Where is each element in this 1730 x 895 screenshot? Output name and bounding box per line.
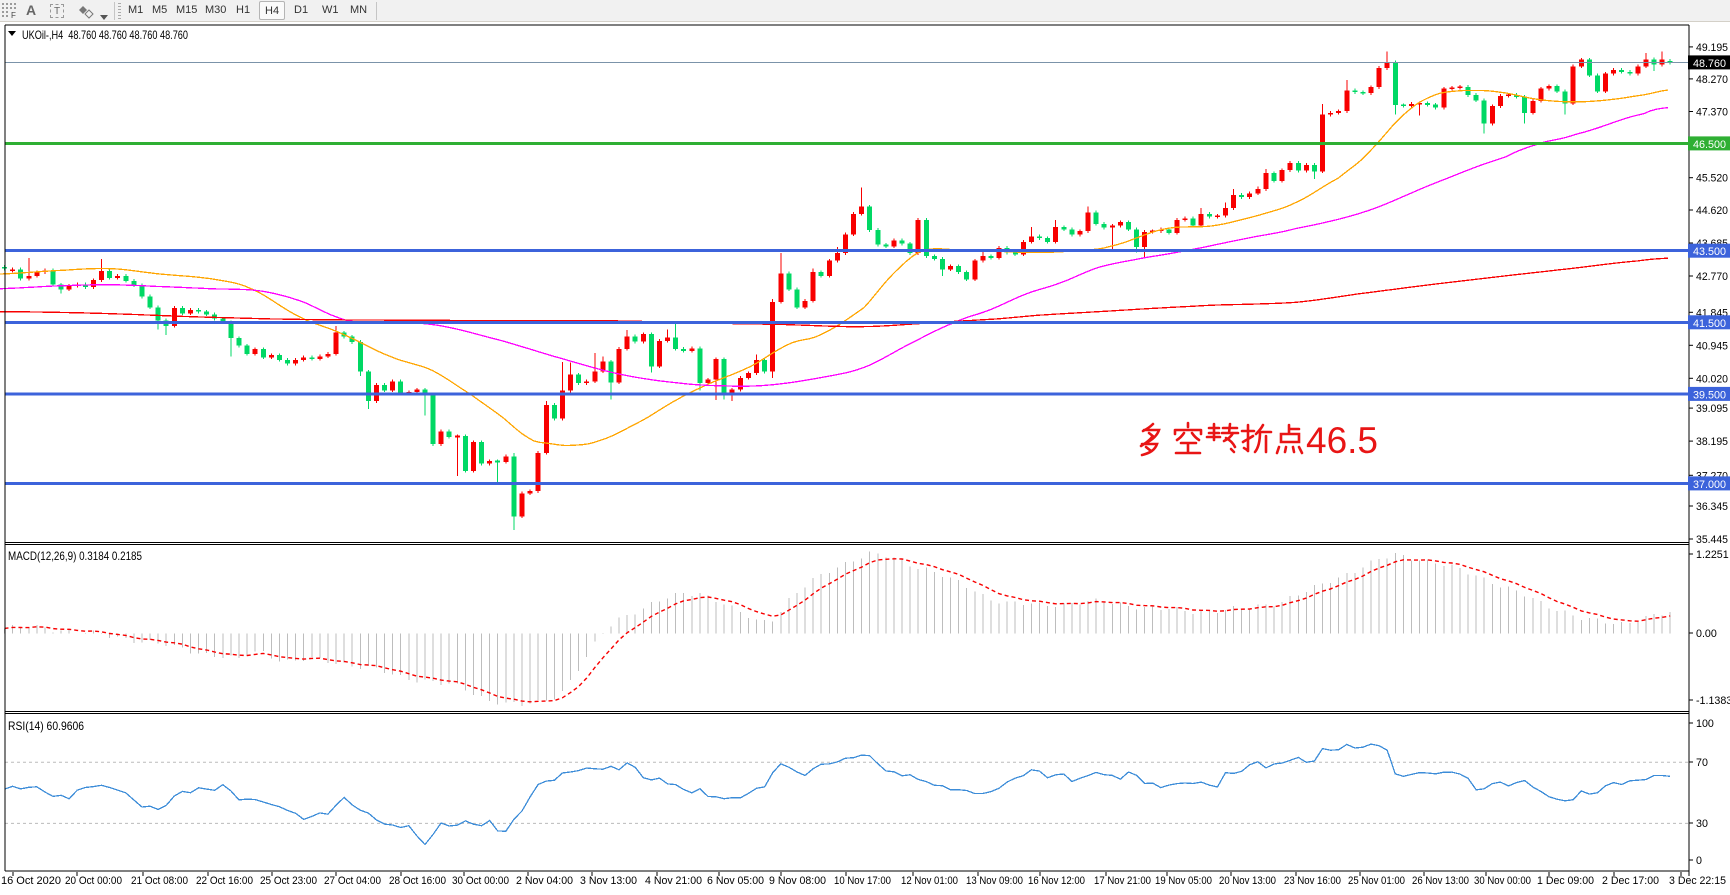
svg-text:2 Nov 04:00: 2 Nov 04:00: [516, 875, 573, 887]
svg-text:UKOil-,H4 48.760 48.760 48.76: UKOil-,H4 48.760 48.760 48.760 48.760: [22, 28, 188, 42]
svg-text:F: F: [11, 11, 16, 18]
svg-text:16 Oct 2020: 16 Oct 2020: [1, 875, 61, 887]
svg-text:1 Dec 09:00: 1 Dec 09:00: [1537, 875, 1594, 887]
svg-text:17 Nov 21:00: 17 Nov 21:00: [1094, 875, 1151, 887]
svg-text:44.620: 44.620: [1696, 205, 1728, 217]
svg-text:3 Dec 22:15: 3 Dec 22:15: [1669, 875, 1726, 887]
svg-text:48.270: 48.270: [1696, 74, 1728, 86]
svg-text:26 Nov 13:00: 26 Nov 13:00: [1412, 875, 1469, 887]
svg-text:4 Nov 21:00: 4 Nov 21:00: [645, 875, 702, 887]
svg-text:0.00: 0.00: [1696, 628, 1717, 640]
svg-text:-1.1383: -1.1383: [1696, 695, 1730, 707]
svg-text:1.2251: 1.2251: [1696, 549, 1729, 561]
svg-text:36.345: 36.345: [1696, 501, 1728, 513]
svg-text:23 Nov 16:00: 23 Nov 16:00: [1284, 875, 1341, 887]
svg-text:39.095: 39.095: [1696, 403, 1728, 415]
svg-text:25 Oct 23:00: 25 Oct 23:00: [260, 875, 317, 887]
svg-text:3 Nov 13:00: 3 Nov 13:00: [580, 875, 637, 887]
svg-text:2 Dec 17:00: 2 Dec 17:00: [1602, 875, 1659, 887]
svg-text:35.445: 35.445: [1696, 534, 1728, 546]
svg-text:46.500: 46.500: [1693, 139, 1726, 151]
svg-text:43.500: 43.500: [1693, 246, 1726, 258]
svg-text:30: 30: [1696, 818, 1708, 830]
svg-text:28 Oct 16:00: 28 Oct 16:00: [389, 875, 446, 887]
svg-text:38.195: 38.195: [1696, 436, 1728, 448]
svg-text:6 Nov 05:00: 6 Nov 05:00: [707, 875, 764, 887]
svg-text:19 Nov 05:00: 19 Nov 05:00: [1155, 875, 1212, 887]
svg-text:37.000: 37.000: [1693, 479, 1726, 491]
svg-text:45.520: 45.520: [1696, 173, 1728, 185]
svg-text:42.770: 42.770: [1696, 271, 1728, 283]
svg-text:21 Oct 08:00: 21 Oct 08:00: [131, 875, 188, 887]
svg-text:25 Nov 01:00: 25 Nov 01:00: [1348, 875, 1405, 887]
svg-text:RSI(14) 60.9606: RSI(14) 60.9606: [8, 719, 84, 733]
svg-text:20 Oct 00:00: 20 Oct 00:00: [65, 875, 122, 887]
svg-text:0: 0: [1696, 855, 1702, 867]
svg-text:100: 100: [1696, 718, 1714, 730]
svg-text:40.945: 40.945: [1696, 340, 1728, 352]
svg-text:41.500: 41.500: [1693, 318, 1726, 330]
svg-text:49.195: 49.195: [1696, 42, 1728, 54]
svg-text:46.5: 46.5: [1306, 420, 1378, 461]
svg-text:48.760: 48.760: [1693, 58, 1726, 70]
svg-text:30 Nov 00:00: 30 Nov 00:00: [1474, 875, 1531, 887]
svg-text:30 Oct 00:00: 30 Oct 00:00: [452, 875, 509, 887]
svg-text:39.500: 39.500: [1693, 389, 1726, 401]
svg-text:10 Nov 17:00: 10 Nov 17:00: [834, 875, 891, 887]
svg-text:20 Nov 13:00: 20 Nov 13:00: [1219, 875, 1276, 887]
svg-text:70: 70: [1696, 757, 1708, 769]
svg-text:40.020: 40.020: [1696, 373, 1728, 385]
svg-text:47.370: 47.370: [1696, 107, 1728, 119]
svg-text:16 Nov 12:00: 16 Nov 12:00: [1028, 875, 1085, 887]
svg-text:MACD(12,26,9) 0.3184 0.2185: MACD(12,26,9) 0.3184 0.2185: [8, 549, 142, 563]
svg-text:22 Oct 16:00: 22 Oct 16:00: [196, 875, 253, 887]
svg-text:9 Nov 08:00: 9 Nov 08:00: [769, 875, 826, 887]
svg-text:27 Oct 04:00: 27 Oct 04:00: [324, 875, 381, 887]
svg-text:12 Nov 01:00: 12 Nov 01:00: [901, 875, 958, 887]
svg-text:13 Nov 09:00: 13 Nov 09:00: [966, 875, 1023, 887]
